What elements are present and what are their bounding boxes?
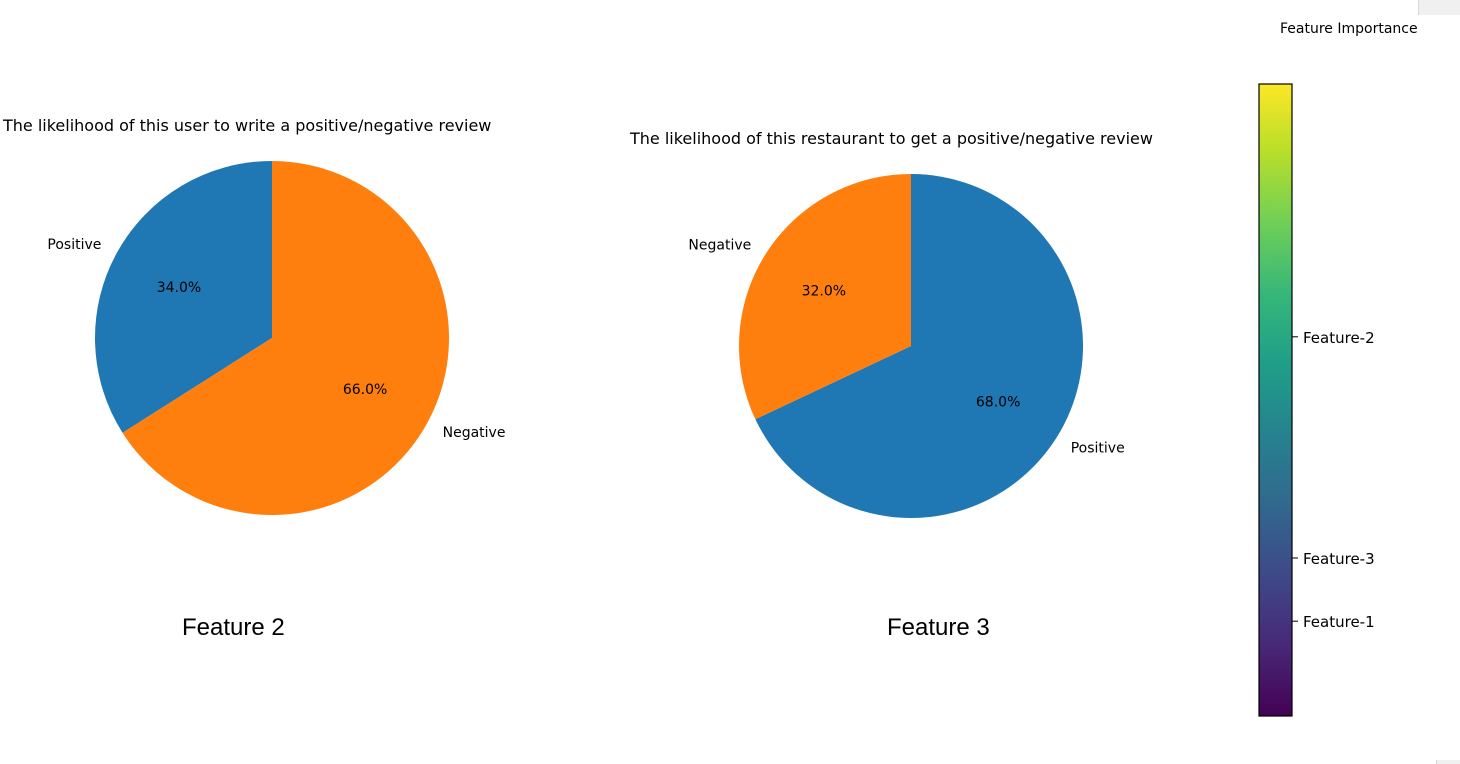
pie2-label-positive: Positive: [1071, 440, 1125, 456]
pie1-caption: Feature 2: [182, 614, 285, 641]
colorbar-tick-label-feature-1: Feature-1: [1303, 613, 1375, 631]
pie2-caption: Feature 3: [887, 614, 990, 641]
pie-chart-restaurant: Positive 68.0% Negative 32.0%: [688, 174, 1125, 518]
colorbar-tick-label-feature-2: Feature-2: [1303, 329, 1375, 347]
pie1-label-negative: Negative: [443, 425, 506, 441]
pie2-slice-positive: [755, 174, 1083, 518]
pie1-title: The likelihood of this user to write a p…: [3, 116, 492, 135]
corner-mark-top: [1418, 0, 1460, 15]
pie1-slice-negative: [122, 161, 450, 515]
colorbar-tick-label-feature-3: Feature-3: [1303, 550, 1375, 568]
pie2-pct-positive: 68.0%: [976, 394, 1020, 410]
pie2-label-negative: Negative: [688, 238, 751, 254]
colorbar-chart: Feature Importance Feature-2 Feature-3 Feat…: [1258, 21, 1418, 717]
colorbar-title: Feature Importance: [1280, 21, 1418, 37]
pie2-title: The likelihood of this restaurant to get…: [630, 129, 1153, 148]
pie1-slice-positive: [95, 161, 272, 433]
pie1-pct-positive: 34.0%: [157, 280, 201, 296]
corner-mark-bottom: [1436, 760, 1460, 764]
pie2-slice-negative: [739, 174, 911, 420]
pie1-label-positive: Positive: [47, 237, 101, 253]
pie-chart-user: Positive 34.0% Negative 66.0%: [47, 161, 506, 515]
pie2-pct-negative: 32.0%: [802, 284, 846, 300]
colorbar-gradient: [1258, 83, 1293, 717]
pie1-pct-negative: 66.0%: [343, 382, 387, 398]
